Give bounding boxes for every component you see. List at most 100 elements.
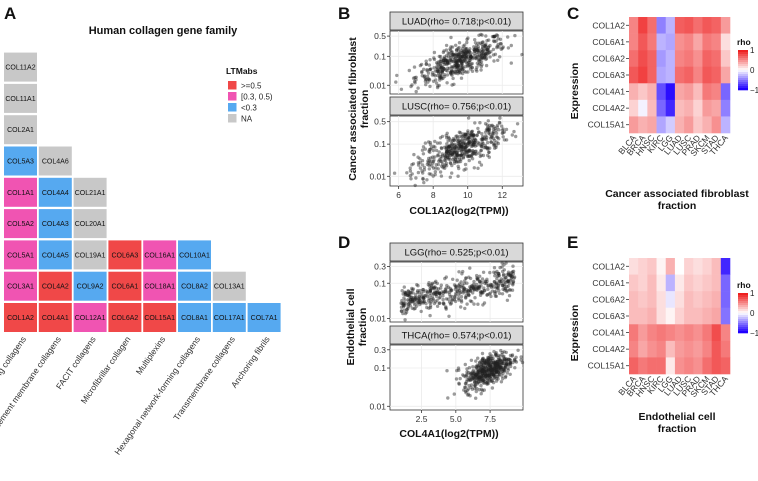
heatmap-cell (629, 258, 639, 275)
heatmap-cell (647, 116, 657, 134)
data-point (441, 60, 445, 64)
data-point (497, 361, 501, 366)
data-point (481, 374, 485, 378)
data-point (435, 304, 440, 308)
data-point (448, 295, 452, 299)
data-point (466, 64, 470, 68)
data-point (455, 153, 460, 158)
data-point (477, 57, 481, 62)
data-point (459, 300, 464, 304)
data-point (439, 57, 443, 62)
data-point (495, 363, 499, 368)
data-point (472, 47, 476, 52)
data-point (484, 51, 489, 56)
data-point (463, 55, 468, 59)
data-point (436, 167, 440, 171)
data-point (494, 286, 498, 290)
data-point (455, 55, 459, 59)
data-point (457, 142, 461, 147)
data-point (491, 34, 496, 39)
data-point (473, 377, 477, 381)
data-point (479, 137, 483, 142)
data-point (455, 153, 459, 157)
data-point (506, 270, 511, 274)
row-label: COL6A1 (592, 278, 625, 288)
endothelial-scatter-plots: LGG(rho= 0.525;p<0.01)0.010.10.3THCA(rho… (369, 242, 525, 424)
data-point (468, 65, 472, 69)
data-point (481, 45, 485, 49)
data-point (462, 286, 467, 290)
data-point (426, 71, 431, 75)
data-point (493, 34, 497, 38)
gene-tile-label: COL17A1 (214, 315, 245, 322)
data-point (465, 150, 469, 155)
data-point (447, 52, 451, 56)
data-point (462, 52, 466, 57)
data-point (456, 66, 460, 70)
data-point (477, 373, 482, 377)
data-point (486, 377, 490, 381)
data-point (479, 149, 483, 153)
data-point (442, 302, 446, 306)
data-point (458, 153, 462, 158)
data-point (472, 49, 477, 53)
data-point (467, 140, 471, 144)
data-point (508, 288, 512, 292)
data-point (410, 286, 414, 291)
data-point (460, 50, 465, 55)
data-point (479, 68, 483, 72)
rho-legend-step (738, 74, 748, 77)
data-point (502, 359, 506, 363)
data-point (499, 370, 503, 375)
data-point (463, 137, 467, 141)
caf-heatmap: COL1A2COL6A1COL6A2COL6A3COL4A1COL4A2COL1… (588, 17, 758, 158)
data-point (487, 372, 492, 376)
data-point (496, 58, 500, 62)
data-point (444, 145, 448, 149)
data-point (459, 149, 464, 154)
data-point (503, 368, 507, 373)
heatmap-cell (665, 274, 676, 292)
data-point (460, 134, 464, 139)
data-point (447, 152, 451, 156)
data-point (410, 300, 414, 304)
data-point (484, 374, 488, 379)
data-point (498, 279, 503, 284)
data-point (485, 368, 489, 373)
data-point (444, 151, 448, 155)
data-point (483, 281, 487, 286)
data-point (469, 371, 473, 375)
data-point (477, 369, 481, 373)
data-point (503, 364, 507, 368)
data-point (506, 272, 511, 276)
data-point (471, 149, 475, 153)
heatmap-cell (674, 274, 685, 292)
data-point (463, 138, 467, 143)
data-point (464, 391, 468, 395)
data-point (458, 57, 462, 62)
plot-panel (389, 30, 524, 95)
data-point (463, 46, 468, 51)
data-point (483, 289, 487, 293)
panel-letter-d: D (338, 233, 350, 252)
data-point (447, 290, 451, 294)
data-point (427, 156, 431, 161)
data-point (454, 43, 458, 47)
data-point (437, 74, 442, 79)
data-point (476, 374, 481, 379)
data-point (401, 305, 406, 309)
data-point (465, 291, 469, 295)
data-point (482, 359, 486, 363)
data-point (491, 141, 496, 146)
data-point (441, 294, 445, 298)
data-point (491, 356, 495, 361)
data-point (516, 348, 520, 352)
data-point (458, 154, 463, 158)
gene-tile-label: COL8A1 (181, 315, 208, 322)
data-point (453, 158, 458, 162)
data-point (469, 55, 473, 60)
data-point (482, 286, 486, 290)
heatmap-cell (711, 357, 722, 375)
data-point (433, 292, 437, 296)
data-point (495, 269, 499, 274)
